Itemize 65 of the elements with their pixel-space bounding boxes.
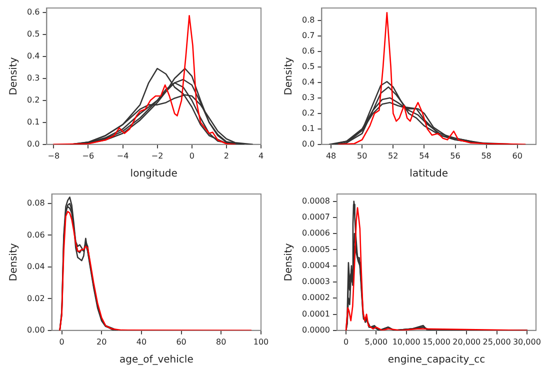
y-tick-label: 0.3	[302, 92, 315, 102]
y-tick-label: 0.08	[27, 198, 45, 208]
y-tick-label: 0.0	[302, 139, 315, 148]
x-axis-title: latitude	[410, 168, 448, 180]
y-tick-label: 0.5	[302, 62, 315, 71]
x-tick-label: 4	[258, 151, 264, 160]
x-tick-label: 50	[357, 151, 368, 160]
x-tick-label: 60	[512, 151, 522, 160]
y-tick-label: 0.4	[26, 51, 40, 60]
y-tick-label: 0.1	[26, 117, 40, 126]
y-axis-title: Density	[8, 243, 20, 282]
y-tick-label: 0.0008	[302, 196, 330, 206]
y-tick-label: 0.0006	[302, 228, 330, 238]
y-tick-label: 0.2	[26, 95, 40, 104]
x-tick-label: 0	[343, 337, 349, 346]
y-axis-title: Density	[284, 57, 295, 96]
x-tick-label: 20	[96, 337, 107, 346]
y-tick-label: 0.0	[26, 139, 40, 148]
x-tick-label: 25,000	[482, 337, 511, 346]
y-tick-label: 0.6	[26, 7, 40, 16]
x-tick-label: 2	[224, 151, 229, 160]
x-tick-label: 40	[136, 337, 147, 346]
y-tick-label: 0.0004	[302, 260, 330, 270]
y-tick-label: 0.04	[27, 262, 45, 272]
x-tick-label: 54	[419, 151, 430, 160]
x-tick-label: 48	[326, 151, 336, 160]
y-tick-label: 0.06	[27, 230, 45, 240]
y-tick-label: 0.3	[26, 73, 40, 82]
y-axis-title: Density	[284, 243, 295, 282]
y-tick-label: 0.0005	[302, 244, 330, 254]
y-tick-label: 0.02	[27, 294, 45, 303]
y-tick-label: 0.0003	[302, 277, 330, 286]
y-axis-title: Density	[8, 57, 20, 96]
x-tick-label: 60	[176, 337, 186, 346]
x-tick-label: −4	[116, 151, 129, 160]
y-tick-label: 0.1	[302, 124, 315, 133]
x-tick-label: 56	[450, 151, 460, 160]
x-tick-label: 30,000	[512, 337, 541, 346]
x-tick-label: 15,000	[422, 337, 450, 346]
x-tick-label: 100	[253, 337, 269, 346]
y-tick-label: 0.0002	[302, 293, 330, 302]
x-tick-label: −8	[48, 151, 60, 160]
y-tick-label: 0.2	[302, 108, 315, 118]
x-tick-label: 58	[481, 151, 492, 160]
x-axis-title: age_of_vehicle	[119, 354, 194, 366]
y-tick-label: 0.8	[302, 15, 315, 24]
x-tick-label: −6	[82, 151, 94, 160]
y-tick-label: 0.5	[26, 29, 40, 38]
y-tick-label: 0.0007	[302, 212, 330, 222]
y-tick-label: 0.6	[302, 46, 315, 56]
y-tick-label: 0.0000	[302, 325, 330, 334]
x-tick-label: 0	[59, 337, 64, 346]
x-axis-title: longitude	[130, 168, 178, 180]
x-tick-label: 5,000	[364, 337, 388, 346]
y-tick-label: 0.4	[302, 77, 315, 86]
x-tick-label: −2	[151, 151, 164, 160]
x-tick-label: 80	[216, 337, 226, 346]
y-tick-label: 0.0001	[302, 309, 330, 318]
x-tick-label: 10,000	[392, 337, 420, 346]
y-tick-label: 0.00	[27, 325, 45, 334]
y-tick-label: 0.7	[302, 30, 315, 40]
x-axis-title: engine_capacity_cc	[388, 354, 486, 366]
x-tick-label: 0	[189, 151, 194, 160]
x-tick-label: 20,000	[452, 337, 481, 346]
x-tick-label: 52	[388, 151, 398, 160]
